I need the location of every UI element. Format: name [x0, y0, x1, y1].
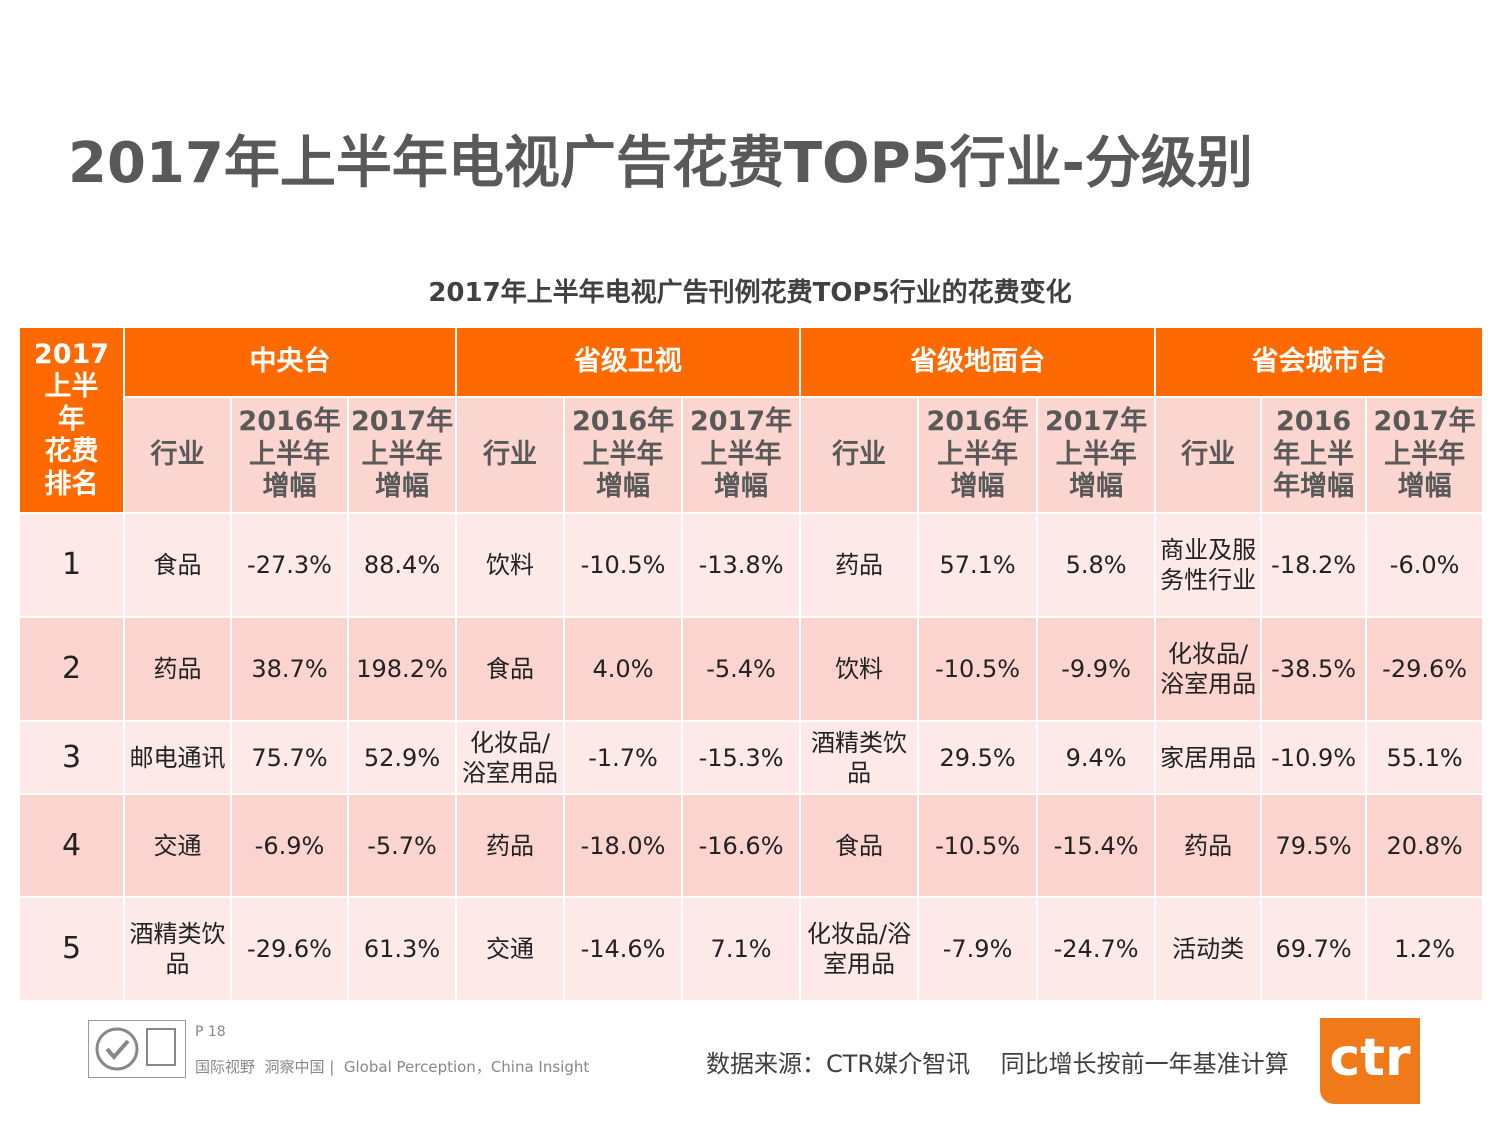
data-cell: -5.7% — [346, 793, 458, 898]
data-row: 5 酒精类饮 品 -29.6% 61.3% 交通 -14.6% 7.1% 化妆品/浴 室用品 -… — [18, 896, 1485, 1002]
data-cell: 药品 — [123, 616, 232, 722]
data-cell: 57.1% — [917, 512, 1039, 618]
data-cell: -38.5% — [1260, 616, 1368, 722]
data-cell: -10.5% — [563, 512, 684, 618]
source-note: 数据来源：CTR媒介智讯 同比增长按前一年基准计算 — [706, 1050, 1289, 1078]
column-header: 2017年 上半年 增幅 — [681, 396, 802, 514]
column-header: 行业 — [1154, 396, 1263, 514]
data-cell: 38.7% — [230, 616, 349, 722]
data-row: 3 邮电通讯 75.7% 52.9% 化妆品/ 浴室用品 -1.7% -15.3% 酒精类饮 … — [18, 720, 1485, 795]
data-cell: 75.7% — [230, 720, 349, 795]
data-cell: 酒精类饮 品 — [123, 896, 232, 1002]
rank-cell: 2 — [18, 616, 125, 722]
data-cell: 5.8% — [1036, 512, 1157, 618]
table-title: 2017年上半年电视广告刊例花费TOP5行业的花费变化 — [428, 278, 1072, 308]
data-cell: 酒精类饮 品 — [799, 720, 920, 795]
subheader-row: 行业 2016年 上半年 增幅 2017年 上半年 增幅 行业 2016年 上半年 增幅… — [19, 396, 1485, 514]
header-row: 2017 上半 年 花费 排名 中央台 省级卫视 省级地面台 省会城市台 — [18, 326, 1485, 514]
data-cell: 饮料 — [799, 616, 920, 722]
data-cell: -29.6% — [1365, 616, 1485, 722]
column-header: 行业 — [799, 396, 920, 514]
data-row: 2 药品 38.7% 198.2% 食品 4.0% -5.4% 饮料 -10.5% -9.9% 化妆… — [18, 616, 1485, 722]
data-cell: 20.8% — [1365, 793, 1485, 898]
data-row: 4 交通 -6.9% -5.7% 药品 -18.0% -16.6% 食品 -10.5% -15.4… — [18, 793, 1485, 898]
data-row: 1 食品 -27.3% 88.4% 饮料 -10.5% -13.8% 药品 57.1% 5.8% 商… — [18, 512, 1485, 618]
data-cell: 52.9% — [346, 720, 458, 795]
data-cell: -5.4% — [681, 616, 802, 722]
data-table: 2017 上半 年 花费 排名 中央台 省级卫视 省级地面台 省会城市台 行业 2016年 … — [18, 326, 1485, 1002]
data-cell: 4.0% — [563, 616, 684, 722]
data-cell: 交通 — [123, 793, 232, 898]
data-cell: -6.9% — [230, 793, 349, 898]
data-cell: 61.3% — [346, 896, 458, 1002]
data-cell: 药品 — [1154, 793, 1263, 898]
data-cell: -15.4% — [1036, 793, 1157, 898]
data-cell: 化妆品/ 浴室用品 — [455, 720, 566, 795]
data-cell: 交通 — [455, 896, 566, 1002]
page-number: P 18 — [195, 1024, 226, 1040]
rank-header: 2017 上半 年 花费 排名 — [18, 326, 125, 514]
rank-cell: 5 — [18, 896, 125, 1002]
data-cell: 商业及服 务性行业 — [1154, 512, 1263, 618]
data-cell: 69.7% — [1260, 896, 1368, 1002]
group-header: 中央台 — [122, 326, 458, 398]
column-header: 行业 — [455, 396, 566, 514]
rank-cell: 3 — [18, 720, 125, 795]
group-header: 省级地面台 — [799, 326, 1157, 398]
data-cell: 活动类 — [1154, 896, 1263, 1002]
data-cell: 29.5% — [917, 720, 1039, 795]
column-header: 2017年 上半年 增幅 — [346, 396, 458, 514]
data-cell: 食品 — [455, 616, 566, 722]
column-header: 2016年 上半年 增幅 — [230, 396, 349, 514]
rank-cell: 4 — [18, 793, 125, 898]
data-cell: 9.4% — [1036, 720, 1157, 795]
data-cell: -1.7% — [563, 720, 684, 795]
data-cell: -13.8% — [681, 512, 802, 618]
data-cell: -15.3% — [681, 720, 802, 795]
data-cell: -14.6% — [563, 896, 684, 1002]
column-header: 2017年 上半年 增幅 — [1365, 396, 1485, 514]
slogan: 国际视野 洞察中国 | Global Perception，China Insi… — [195, 1058, 590, 1076]
data-cell: 饮料 — [455, 512, 566, 618]
column-header: 2016年 上半年 增幅 — [563, 396, 684, 514]
column-header: 2016年 上半年 增幅 — [917, 396, 1039, 514]
data-cell: -6.0% — [1365, 512, 1485, 618]
data-cell: -9.9% — [1036, 616, 1157, 722]
data-cell: -16.6% — [681, 793, 802, 898]
column-header: 2016 年上半 年增幅 — [1260, 396, 1368, 514]
data-cell: 198.2% — [346, 616, 458, 722]
group-header: 省级卫视 — [455, 326, 802, 398]
column-header: 行业 — [123, 396, 232, 514]
certification-logo — [88, 1020, 186, 1078]
data-cell: 55.1% — [1365, 720, 1485, 795]
data-cell: 1.2% — [1365, 896, 1485, 1002]
data-cell: 药品 — [455, 793, 566, 898]
data-cell: 食品 — [799, 793, 920, 898]
column-header: 2017年 上半年 增幅 — [1036, 396, 1157, 514]
group-header: 省会城市台 — [1154, 326, 1485, 398]
data-cell: -10.5% — [917, 793, 1039, 898]
logo: ctr — [1320, 1018, 1420, 1104]
data-cell: 邮电通讯 — [123, 720, 232, 795]
rank-cell: 1 — [18, 512, 125, 618]
data-cell: 88.4% — [346, 512, 458, 618]
data-cell: -27.3% — [230, 512, 349, 618]
data-cell: 药品 — [799, 512, 920, 618]
data-cell: 化妆品/浴 室用品 — [799, 896, 920, 1002]
data-cell: -24.7% — [1036, 896, 1157, 1002]
data-cell: 食品 — [123, 512, 232, 618]
data-cell: -10.5% — [917, 616, 1039, 722]
data-cell: 7.1% — [681, 896, 802, 1002]
data-cell: -7.9% — [917, 896, 1039, 1002]
data-cell: -18.0% — [563, 793, 684, 898]
data-cell: 化妆品/ 浴室用品 — [1154, 616, 1263, 722]
data-cell: -29.6% — [230, 896, 349, 1002]
data-cell: -18.2% — [1260, 512, 1368, 618]
data-cell: 79.5% — [1260, 793, 1368, 898]
slide-title: 2017年上半年电视广告花费TOP5行业-分级别 — [68, 131, 1253, 196]
data-cell: 家居用品 — [1154, 720, 1263, 795]
data-cell: -10.9% — [1260, 720, 1368, 795]
